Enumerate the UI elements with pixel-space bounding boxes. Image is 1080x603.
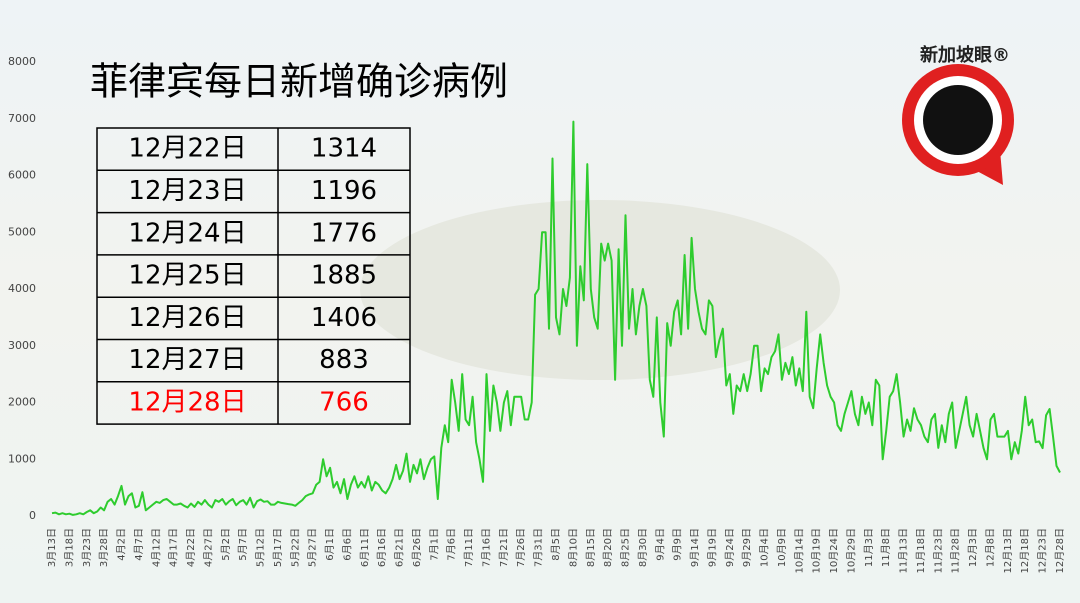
logo-eye — [923, 85, 993, 155]
x-tick-label: 8月20日 — [602, 528, 614, 567]
table-date: 12月27日 — [128, 345, 246, 375]
x-tick-label: 7月21日 — [498, 528, 510, 567]
x-tick-label: 7月26日 — [515, 528, 527, 567]
x-tick-label: 6月11日 — [359, 528, 371, 567]
x-tick-label: 11月13日 — [898, 528, 910, 573]
x-tick-label: 8月10日 — [567, 528, 579, 567]
x-tick-label: 12月18日 — [1019, 528, 1031, 573]
x-tick-label: 9月24日 — [724, 528, 736, 567]
x-tick-label: 12月8日 — [984, 528, 996, 567]
x-tick-label: 4月17日 — [168, 528, 180, 567]
x-tick-label: 5月27日 — [307, 528, 319, 567]
x-tick-label: 11月23日 — [932, 528, 944, 573]
table-count: 1314 — [311, 134, 377, 164]
table-date: 12月25日 — [128, 261, 246, 291]
x-tick-label: 11月3日 — [863, 528, 875, 567]
x-tick-label: 5月22日 — [289, 528, 301, 567]
y-tick-label: 3000 — [8, 339, 36, 352]
x-tick-label: 11月28日 — [950, 528, 962, 573]
x-tick-label: 4月7日 — [133, 528, 145, 561]
x-tick-label: 4月2日 — [116, 528, 128, 561]
x-tick-label: 7月31日 — [533, 528, 545, 567]
table-date: 12月26日 — [128, 303, 246, 333]
x-tick-label: 4月12日 — [150, 528, 162, 567]
x-tick-label: 10月24日 — [828, 528, 840, 573]
table-count: 1776 — [311, 218, 377, 248]
y-tick-label: 4000 — [8, 282, 36, 295]
table-count: 1885 — [311, 261, 377, 291]
x-tick-label: 12月23日 — [1037, 528, 1049, 573]
x-tick-label: 4月22日 — [185, 528, 197, 567]
x-tick-label: 6月6日 — [341, 528, 353, 561]
y-tick-label: 1000 — [8, 452, 36, 465]
table-count: 883 — [319, 345, 369, 375]
data-table: 12月22日 1314 12月23日 1196 12月24日 1776 12月25日 1885… — [96, 127, 411, 425]
x-tick-label: 9月4日 — [654, 528, 666, 561]
x-tick-label: 8月5日 — [550, 528, 562, 561]
x-tick-label: 8月25日 — [620, 528, 632, 567]
chart-title: 菲律宾每日新增确诊病例 — [90, 60, 508, 104]
x-tick-label: 12月3日 — [967, 528, 979, 567]
x-tick-label: 7月1日 — [428, 528, 440, 561]
x-tick-label: 7月16日 — [480, 528, 492, 567]
x-tick-label: 10月19日 — [811, 528, 823, 573]
x-tick-label: 9月9日 — [672, 528, 684, 561]
x-tick-label: 6月21日 — [394, 528, 406, 567]
x-tick-label: 6月1日 — [324, 528, 336, 561]
x-tick-label: 10月14日 — [793, 528, 805, 573]
x-tick-label: 6月16日 — [376, 528, 388, 567]
x-tick-label: 12月28日 — [1054, 528, 1066, 573]
x-tick-label: 7月6日 — [446, 528, 458, 561]
x-tick-label: 5月12日 — [255, 528, 267, 567]
table-border — [96, 127, 411, 425]
table-date: 12月23日 — [128, 176, 246, 206]
table-count: 1406 — [311, 303, 377, 333]
x-tick-label: 9月19日 — [706, 528, 718, 567]
x-tick-label: 6月26日 — [411, 528, 423, 567]
x-tick-label: 10月4日 — [759, 528, 771, 567]
table-date: 12月22日 — [128, 134, 246, 164]
x-tick-label: 3月13日 — [46, 528, 58, 567]
x-tick-label: 3月28日 — [98, 528, 110, 567]
data-line — [51, 120, 1061, 516]
logo: 新加坡眼® — [902, 44, 1014, 185]
x-tick-label: 10月29日 — [845, 528, 857, 573]
y-tick-label: 8000 — [8, 55, 36, 68]
x-tick-label: 7月11日 — [463, 528, 475, 567]
x-tick-label: 8月15日 — [585, 528, 597, 567]
table-count: 1196 — [311, 176, 377, 206]
x-tick-label: 8月30日 — [637, 528, 649, 567]
x-tick-label: 5月7日 — [237, 528, 249, 561]
x-tick-label: 9月29日 — [741, 528, 753, 567]
x-tick-label: 9月14日 — [689, 528, 701, 567]
y-tick-label: 6000 — [8, 169, 36, 182]
x-tick-label: 5月2日 — [220, 528, 232, 561]
logo-text: 新加坡眼® — [920, 44, 1010, 66]
table-count: 766 — [319, 387, 369, 417]
x-tick-label: 12月13日 — [1002, 528, 1014, 573]
x-tick-label: 10月9日 — [776, 528, 788, 567]
table-date: 12月28日 — [128, 387, 246, 417]
y-tick-label: 5000 — [8, 225, 36, 238]
x-tick-label: 11月8日 — [880, 528, 892, 567]
x-tick-label: 3月23日 — [81, 528, 93, 567]
x-tick-label: 5月17日 — [272, 528, 284, 567]
y-tick-label: 2000 — [8, 396, 36, 409]
y-tick-label: 0 — [29, 509, 36, 522]
y-tick-label: 7000 — [8, 112, 36, 125]
x-tick-label: 11月18日 — [915, 528, 927, 573]
x-tick-label: 3月18日 — [63, 528, 75, 567]
table-date: 12月24日 — [128, 218, 246, 248]
x-tick-label: 4月27日 — [202, 528, 214, 567]
